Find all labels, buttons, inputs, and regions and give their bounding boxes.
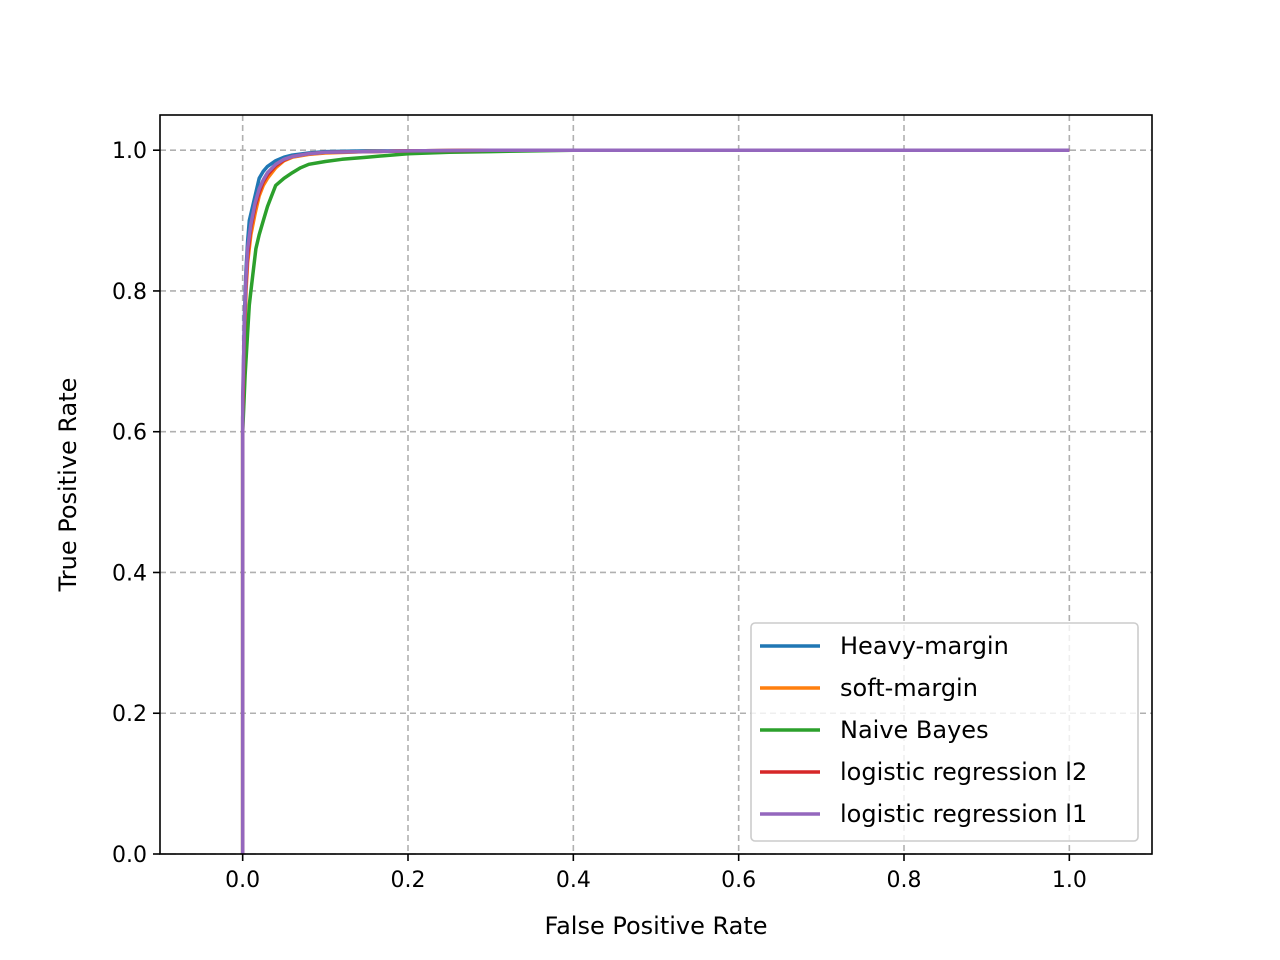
y-tick-label: 1.0 — [112, 139, 147, 164]
legend-label: Heavy-margin — [840, 632, 1009, 660]
plot-frame — [159, 114, 1153, 855]
y-axis-ticks: 0.0 0.2 0.4 0.6 0.8 1.0 — [112, 139, 160, 868]
y-tick-label: 0.6 — [112, 421, 147, 446]
x-tick-label: 0.6 — [721, 868, 756, 893]
x-tick-label: 0.8 — [887, 868, 922, 893]
legend-label: logistic regression l1 — [840, 800, 1087, 828]
y-tick-label: 0.0 — [112, 843, 147, 868]
x-tick-label: 1.0 — [1052, 868, 1087, 893]
legend-label: logistic regression l2 — [840, 758, 1087, 786]
x-tick-label: 0.2 — [391, 868, 426, 893]
y-tick-label: 0.8 — [112, 280, 147, 305]
x-tick-label: 0.4 — [556, 868, 591, 893]
y-tick-label: 0.2 — [112, 702, 147, 727]
legend-item: logistic regression l2 — [760, 758, 1087, 786]
legend: Heavy-margin soft-margin Naive Bayes logist… — [750, 622, 1139, 842]
series-line-logistic-regression-l1 — [240, 148, 1070, 854]
x-tick-label: 0.0 — [225, 868, 260, 893]
x-axis-ticks: 0.0 0.2 0.4 0.6 0.8 1.0 — [225, 854, 1087, 893]
legend-item: Heavy-margin — [760, 632, 1009, 660]
series-lines — [240, 148, 1070, 854]
x-axis-label: False Positive Rate — [544, 912, 767, 940]
legend-box — [750, 622, 1139, 842]
legend-item: logistic regression l1 — [760, 800, 1087, 828]
legend-item: soft-margin — [760, 674, 978, 702]
legend-label: soft-margin — [840, 674, 978, 702]
y-tick-label: 0.4 — [112, 561, 147, 586]
legend-label: Naive Bayes — [840, 716, 989, 744]
y-axis-label: True Positive Rate — [54, 378, 82, 593]
legend-item: Naive Bayes — [760, 716, 989, 744]
